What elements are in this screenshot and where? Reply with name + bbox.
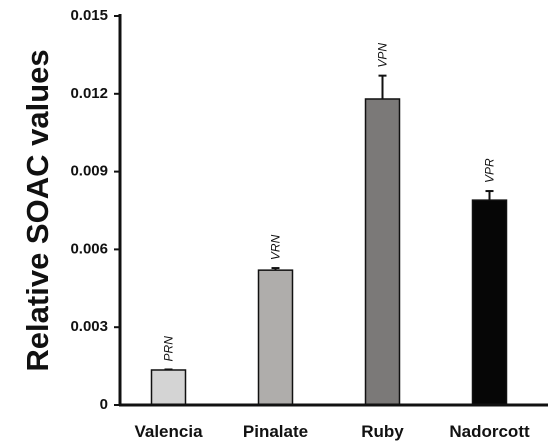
bar-valencia (150, 369, 187, 406)
bars: PRN VRN VPN VPR (150, 43, 508, 406)
x-category-label: Ruby (361, 422, 404, 441)
category-labels: Valencia Pinalate Ruby Nadorcott (134, 422, 530, 441)
bar-ruby (364, 98, 401, 406)
bar-annotation: VPN (376, 43, 390, 68)
y-tick-label: 0.015 (70, 7, 108, 24)
y-axis-label: Relative SOAC values (20, 49, 55, 371)
y-tick-label: 0 (100, 396, 108, 413)
y-tick-label: 0.009 (70, 163, 108, 180)
y-tick-label: 0.003 (70, 318, 108, 335)
bar-nadorcott (471, 199, 508, 406)
x-category-label: Pinalate (243, 422, 308, 441)
axes (118, 14, 548, 407)
bar-annotation: VRN (269, 234, 283, 260)
bar-annotation: PRN (162, 336, 176, 362)
bar-annotation: VPR (483, 158, 497, 183)
y-axis-ticks: 0 0.003 0.006 0.009 0.012 0.015 (70, 7, 120, 413)
y-tick-label: 0.006 (70, 240, 108, 257)
x-category-label: Valencia (134, 422, 203, 441)
x-category-label: Nadorcott (449, 422, 530, 441)
y-tick-label: 0.012 (70, 85, 108, 102)
bar-pinalate (257, 269, 294, 406)
